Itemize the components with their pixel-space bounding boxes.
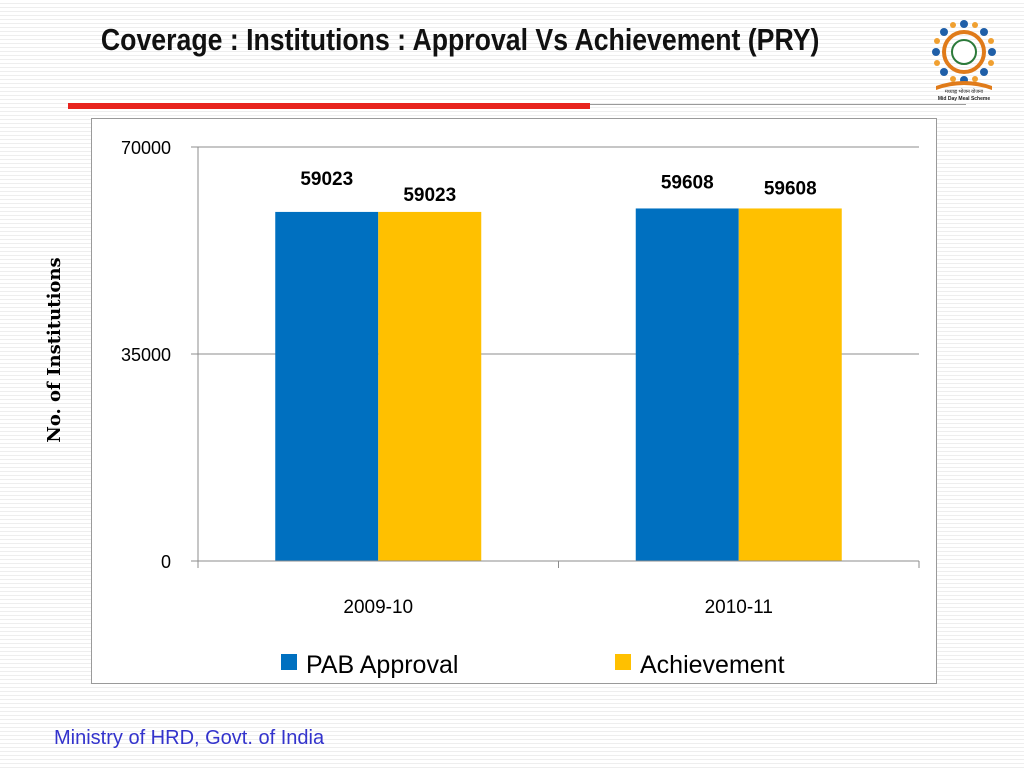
x-tick-label: 2009-10 [343, 597, 413, 618]
legend-swatch [281, 654, 297, 670]
legend-label: Achievement [640, 651, 785, 679]
y-tick-label: 70000 [121, 138, 171, 158]
logo-caption-hindi: मध्याह्न भोजन योजना [944, 89, 984, 95]
y-tick-label: 0 [161, 552, 171, 572]
mid-day-meal-logo-icon [932, 20, 996, 90]
legend-swatch [615, 654, 631, 670]
bar-achievement [378, 211, 482, 561]
logo-caption: Mid Day Meal Scheme [937, 96, 991, 102]
data-label: 59023 [403, 185, 456, 206]
data-label: 59608 [764, 178, 817, 199]
data-label: 59023 [300, 169, 353, 190]
slide-title: Coverage : Institutions : Approval Vs Ac… [100, 22, 820, 57]
y-axis-label: No. of Institutions [44, 257, 65, 442]
title-underline-grey [590, 104, 966, 105]
bars [275, 208, 842, 562]
title-underline-red [68, 103, 590, 109]
x-tick-label: 2010-11 [705, 597, 773, 618]
bar-achievement [738, 208, 842, 562]
legend-label: PAB Approval [306, 651, 458, 679]
bar-pab-approval [635, 208, 739, 562]
data-label: 59608 [661, 172, 714, 193]
footer-text: Ministry of HRD, Govt. of India [54, 727, 325, 749]
labels: 0 35000 70000 59023 59023 2009-10 59608 59608 20… [121, 138, 817, 679]
y-tick-label: 35000 [121, 345, 171, 365]
axes [191, 146, 920, 568]
bar-pab-approval [275, 211, 379, 561]
